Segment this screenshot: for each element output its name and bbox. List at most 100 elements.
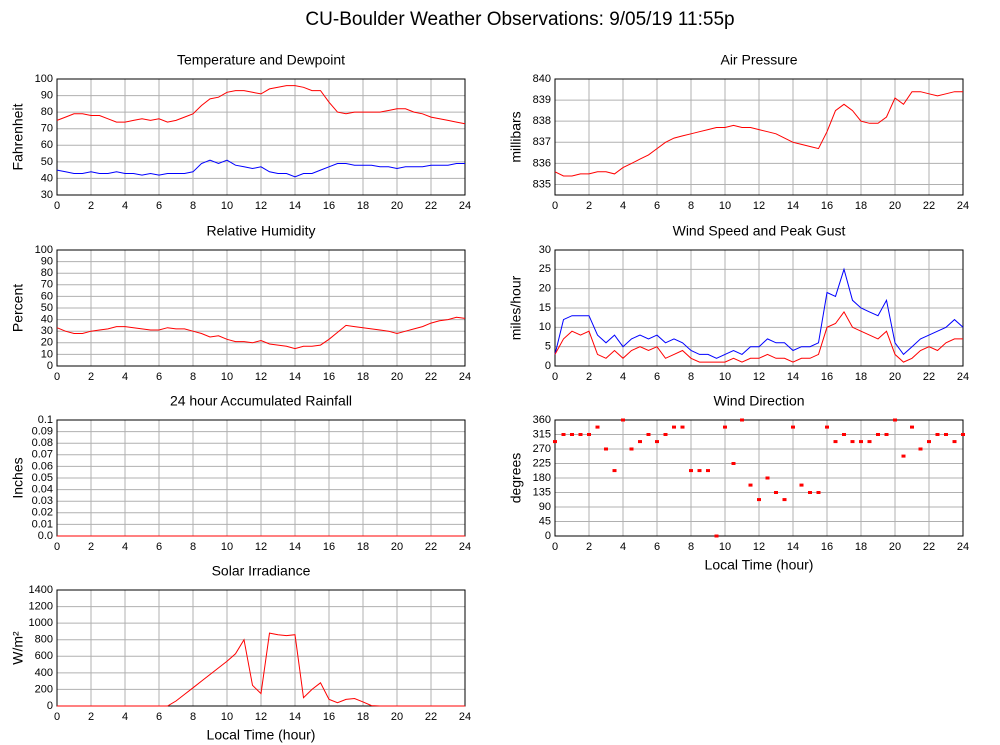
plot-frame [554, 419, 964, 537]
x-tick-label: 16 [323, 541, 335, 553]
x-tick-label: 12 [255, 200, 267, 212]
x-tick-label: 14 [289, 200, 301, 212]
y-axis-label: degrees [508, 453, 524, 504]
data-point [893, 418, 897, 422]
y-tick-label: 0.05 [32, 472, 53, 484]
y-tick-label: 10 [41, 348, 53, 360]
x-tick-label: 12 [255, 371, 267, 383]
y-tick-label: 30 [41, 325, 53, 337]
y-tick-label: 135 [533, 486, 551, 498]
y-tick-label: 100 [35, 73, 53, 85]
chart-title: Temperature and Dewpoint [177, 52, 345, 68]
data-point [629, 447, 634, 451]
data-point [587, 433, 591, 436]
y-tick-label: 10 [539, 321, 551, 333]
x-tick-label: 18 [357, 200, 369, 212]
y-tick-label: 180 [533, 472, 551, 484]
y-tick-label: 0.03 [32, 495, 53, 507]
y-tick-label: 45 [539, 515, 551, 527]
data-point [910, 425, 914, 429]
y-tick-label: 20 [539, 283, 551, 295]
x-tick-label: 22 [425, 200, 437, 212]
x-tick-label: 2 [88, 371, 94, 383]
data-point [927, 440, 931, 444]
y-tick-label: 835 [533, 178, 551, 190]
y-tick-label: 360 [533, 414, 551, 426]
x-tick-label: 12 [753, 371, 765, 383]
x-tick-label: 0 [54, 371, 60, 383]
x-tick-label: 22 [923, 371, 935, 383]
data-point [663, 433, 668, 436]
data-point [833, 440, 838, 444]
y-tick-label: 40 [41, 314, 53, 326]
x-tick-label: 0 [552, 371, 558, 383]
x-tick-label: 6 [156, 200, 162, 212]
y-tick-label: 400 [35, 667, 53, 679]
x-tick-label: 0 [54, 711, 60, 723]
data-line [56, 85, 466, 125]
data-point [774, 491, 778, 494]
x-tick-label: 18 [855, 541, 867, 553]
data-point [578, 433, 583, 436]
chart-title: Wind Speed and Peak Gust [673, 223, 846, 239]
x-tick-label: 4 [122, 371, 128, 383]
y-tick-label: 838 [533, 115, 551, 127]
x-tick-label: 20 [391, 541, 403, 553]
data-point [859, 440, 863, 444]
x-tick-label: 18 [357, 541, 369, 553]
y-tick-label: 200 [35, 683, 53, 695]
x-tick-label: 22 [425, 371, 437, 383]
x-tick-label: 18 [357, 711, 369, 723]
y-tick-label: 90 [41, 89, 53, 101]
data-point [961, 433, 965, 436]
chart-title: Relative Humidity [207, 223, 316, 239]
x-tick-label: 24 [459, 200, 471, 212]
x-tick-label: 16 [323, 371, 335, 383]
data-point [706, 469, 710, 473]
y-axis-label: miles/hour [508, 275, 524, 340]
y-tick-label: 60 [41, 139, 53, 151]
x-tick-label: 18 [855, 371, 867, 383]
y-tick-label: 15 [539, 302, 551, 314]
y-tick-label: 0.01 [32, 518, 53, 530]
y-tick-label: 0.09 [32, 426, 53, 438]
x-tick-label: 14 [289, 371, 301, 383]
y-tick-label: 0 [47, 360, 53, 372]
y-tick-label: 1400 [29, 584, 53, 596]
y-tick-label: 1200 [29, 600, 53, 612]
y-tick-label: 837 [533, 136, 551, 148]
data-point [561, 433, 566, 436]
data-point [672, 425, 676, 429]
x-tick-label: 10 [719, 541, 731, 553]
data-point [799, 483, 804, 487]
data-point [944, 433, 948, 436]
x-tick-label: 6 [156, 541, 162, 553]
data-point [714, 534, 719, 538]
data-point [570, 433, 574, 436]
data-point [553, 440, 557, 444]
x-tick-label: 4 [620, 541, 626, 553]
plot-frame [56, 589, 466, 707]
x-tick-label: 16 [821, 371, 833, 383]
x-tick-label: 14 [787, 371, 799, 383]
x-tick-label: 14 [787, 541, 799, 553]
x-tick-label: 8 [190, 371, 196, 383]
x-tick-label: 8 [688, 200, 694, 212]
x-tick-label: 24 [957, 200, 969, 212]
y-axis-label: Percent [10, 284, 26, 332]
chart-title: 24 hour Accumulated Rainfall [170, 393, 352, 409]
x-tick-label: 12 [255, 541, 267, 553]
x-tick-label: 20 [391, 371, 403, 383]
x-tick-label: 10 [719, 200, 731, 212]
plot-frame [56, 249, 466, 367]
data-point [740, 418, 744, 422]
x-tick-label: 2 [88, 200, 94, 212]
data-point [952, 440, 957, 444]
y-tick-label: 30 [539, 244, 551, 256]
data-point [850, 440, 855, 444]
y-tick-label: 0.07 [32, 449, 53, 461]
x-tick-label: 22 [923, 541, 935, 553]
data-point [612, 469, 617, 473]
y-tick-label: 50 [41, 156, 53, 168]
